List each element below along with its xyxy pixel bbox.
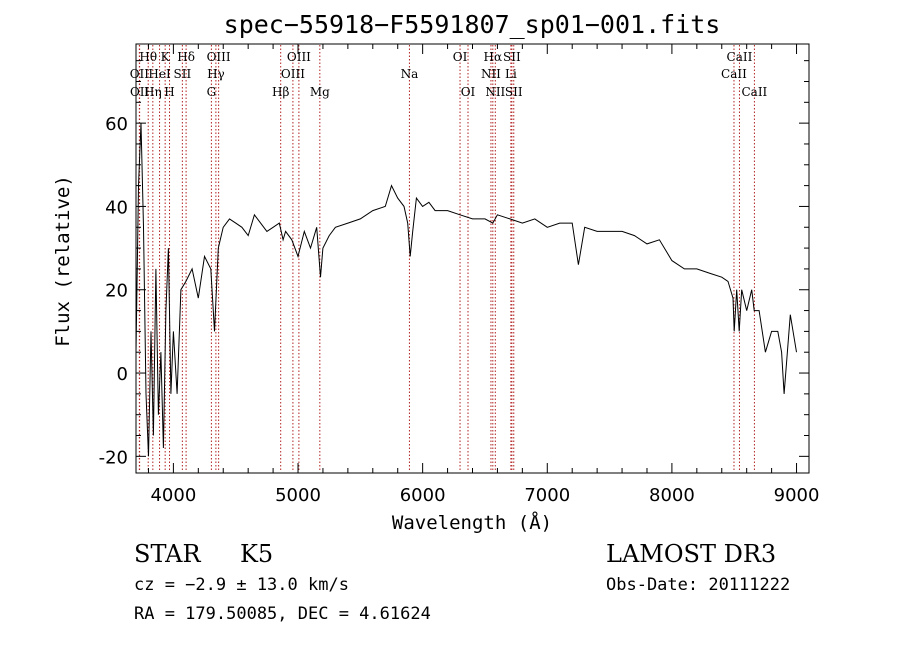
emission-line-label: Hα [484, 50, 503, 64]
emission-line-label: Na [401, 67, 419, 81]
emission-line-label: NII [485, 85, 505, 99]
emission-line-label: Hθ [139, 50, 157, 64]
redshift-velocity: cz = −2.9 ± 13.0 km/s [134, 575, 349, 595]
y-tick-label: 40 [105, 197, 128, 218]
x-tick-label: 4000 [150, 485, 196, 506]
emission-line-label: OII [130, 85, 150, 99]
x-axis: 4000 5000 6000 7000 8000 9000 [147, 44, 820, 506]
x-axis-title: Wavelength (Å) [392, 511, 552, 534]
plot-frame [135, 43, 810, 474]
chart-title: spec−55918−F5591807_sp01−001.fits [224, 10, 721, 39]
y-axis: -20 0 20 40 60 [99, 60, 809, 468]
object-subclass: K5 [240, 540, 274, 568]
emission-line-label: CaII [721, 67, 747, 81]
emission-line-label: Hβ [272, 85, 289, 99]
emission-line-label: OIII [281, 67, 305, 81]
x-tick-label: 6000 [400, 485, 446, 506]
x-tick-label: 9000 [774, 485, 820, 506]
emission-line-label: HeI [148, 67, 171, 81]
survey-name: LAMOST DR3 [606, 540, 777, 568]
emission-line-label: OI [461, 85, 476, 99]
emission-line-label: Mg [310, 85, 330, 99]
y-tick-label: 60 [105, 114, 128, 135]
flux-series-line [135, 123, 797, 457]
y-tick-label: 20 [105, 281, 128, 302]
y-tick-label: 0 [117, 364, 128, 385]
x-tick-label: 5000 [275, 485, 321, 506]
emission-line-labels: HθOIIOIIHηHeIKHSIIHδGHγOIIIHβOIIIOIIIMgN… [130, 50, 768, 99]
emission-line-markers [138, 45, 755, 472]
emission-line-label: OI [453, 50, 468, 64]
emission-line-label: Hδ [177, 50, 195, 64]
emission-line-label: Hγ [207, 67, 225, 81]
x-tick-label: 7000 [524, 485, 570, 506]
emission-line-label: Li [505, 67, 517, 81]
object-class: STAR [134, 540, 201, 568]
emission-line-label: OIII [207, 50, 231, 64]
emission-line-label: NII [481, 67, 501, 81]
x-tick-label: 8000 [649, 485, 695, 506]
emission-line-label: G [207, 85, 217, 99]
emission-line-label: OIII [287, 50, 311, 64]
emission-line-label: SII [505, 85, 523, 99]
emission-line-label: SII [174, 67, 192, 81]
y-tick-label: -20 [99, 447, 128, 468]
observation-date: Obs-Date: 20111222 [606, 575, 791, 595]
emission-line-label: SII [503, 50, 521, 64]
emission-line-label: K [161, 50, 171, 64]
emission-line-label: H [164, 85, 174, 99]
emission-line-label: CaII [727, 50, 753, 64]
coordinates: RA = 179.50085, DEC = 4.61624 [134, 604, 431, 624]
emission-line-label: CaII [741, 85, 767, 99]
y-axis-title: Flux (relative) [52, 175, 74, 347]
emission-line-label: OII [130, 67, 150, 81]
emission-line-label: Hη [144, 85, 162, 99]
